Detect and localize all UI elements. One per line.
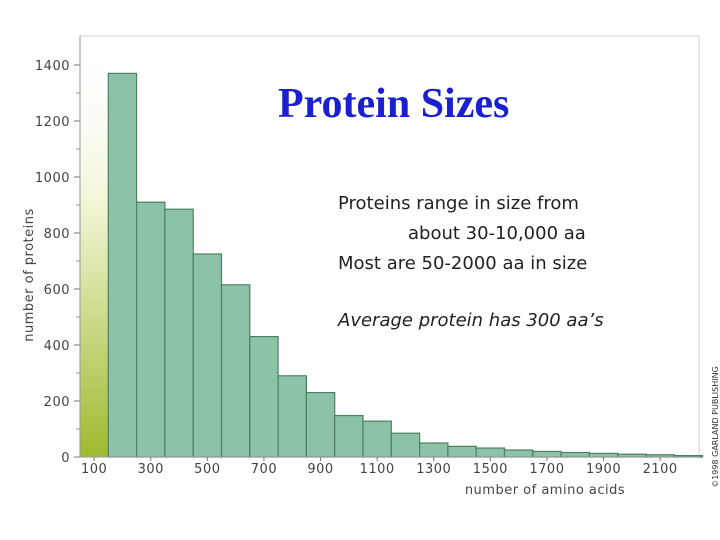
histogram-bar [362,420,392,458]
histogram-bar [503,449,534,458]
histogram-bar [220,284,251,458]
histogram-bar [107,72,138,458]
y-tick-label: 400 [44,339,70,354]
histogram-bar [419,442,449,458]
x-tick-label: 700 [251,462,277,477]
y-tick-label: 800 [44,227,70,242]
histogram-bar [532,450,562,458]
highlighted-bin [80,36,109,457]
y-tick-label: 1400 [35,59,70,74]
histogram-bar [164,208,194,458]
y-tick-label: 1200 [35,115,70,130]
y-tick-label: 0 [61,451,70,466]
histogram-bar [136,201,166,458]
x-tick-label: 900 [307,462,333,477]
copyright-credit: ©1998 GARLAND PUBLISHING [711,366,720,488]
histogram-bar [192,253,223,458]
histogram-bar [334,414,364,458]
histogram-bar [305,392,336,458]
y-tick-label: 1000 [35,171,70,186]
y-tick-label: 200 [44,395,70,410]
x-axis-title: number of amino acids [465,483,625,498]
annotation-line-4: Average protein has 300 aa’s [338,310,604,331]
annotation-line-1: Proteins range in size from [338,193,579,214]
histogram-bar [560,451,590,458]
histogram-bar [475,447,506,458]
histogram-bar [249,336,279,458]
histogram-bar [588,452,619,458]
x-tick-label: 100 [81,462,107,477]
histogram-bar [447,445,477,458]
x-tick-label: 500 [194,462,220,477]
chart-title: Protein Sizes [278,81,510,127]
x-tick-label: 300 [138,462,164,477]
x-tick-label: 1500 [473,462,508,477]
x-tick-label: 1900 [586,462,621,477]
histogram-bar [277,375,308,458]
x-tick-label: 1300 [416,462,451,477]
histogram-bar [390,432,421,458]
x-tick-label: 2100 [643,462,678,477]
x-tick-label: 1700 [529,462,564,477]
y-axis-title: number of proteins [22,208,37,342]
annotation-line-2: about 30-10,000 aa [408,223,586,244]
y-tick-label: 600 [44,283,70,298]
annotation-line-3: Most are 50-2000 aa in size [338,253,588,274]
x-tick-label: 1100 [360,462,395,477]
